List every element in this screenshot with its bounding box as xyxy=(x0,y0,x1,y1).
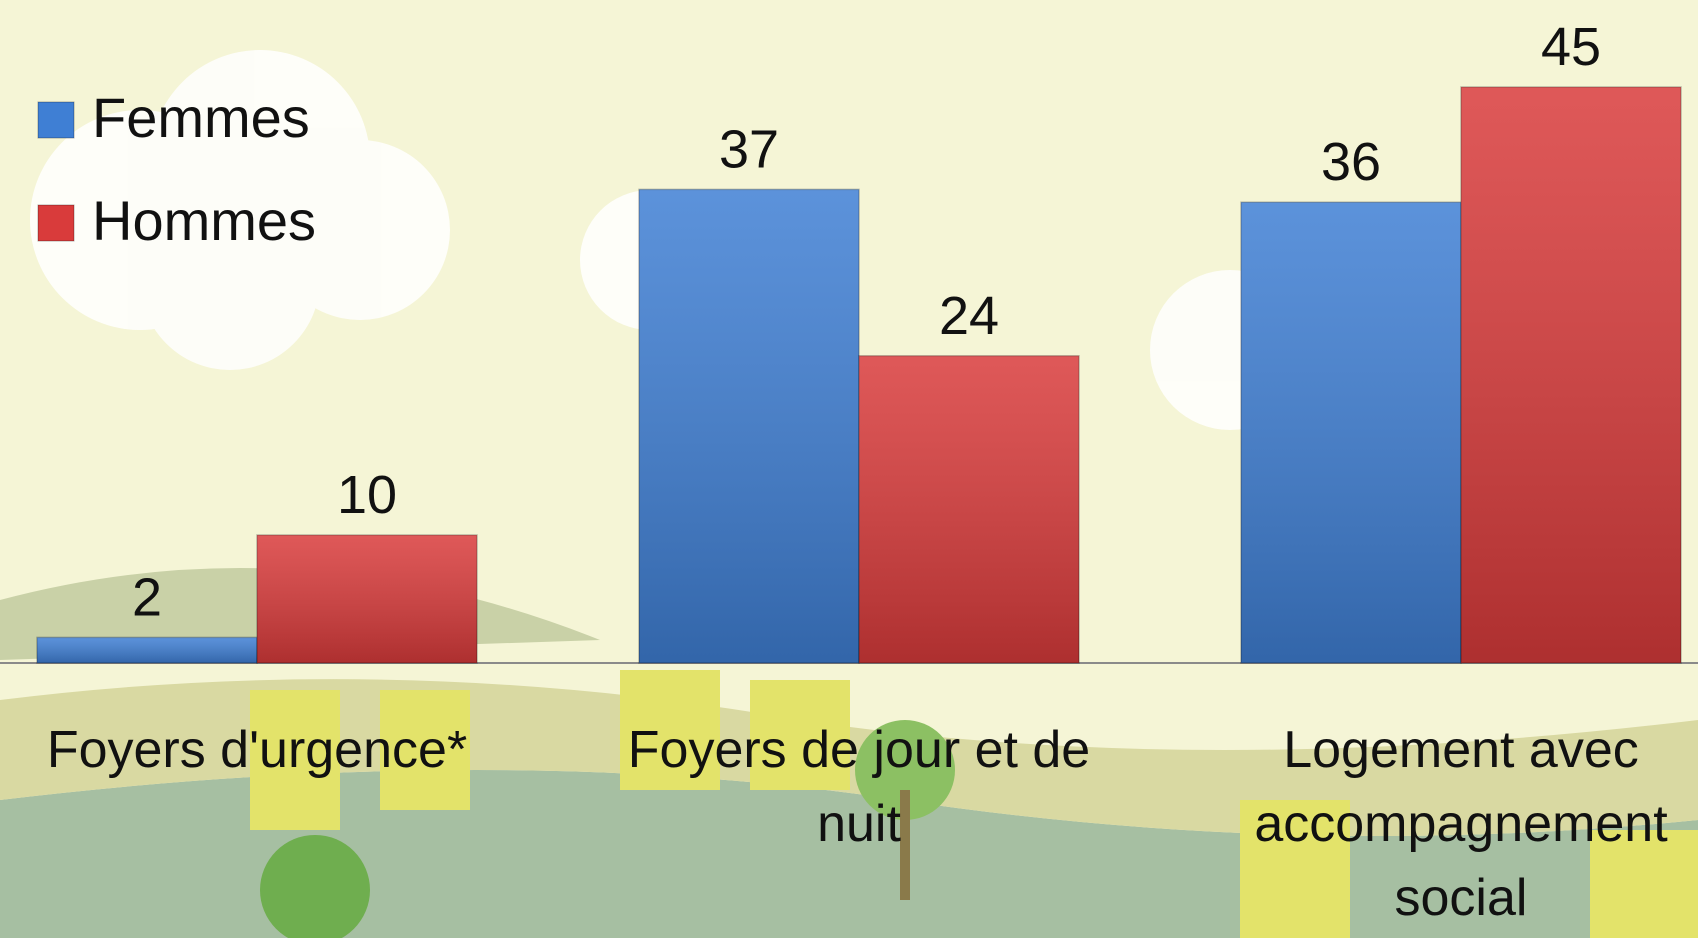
data-label: 37 xyxy=(719,119,779,179)
x-tick-label: Foyers d'urgence* xyxy=(46,721,468,779)
legend-swatch xyxy=(37,101,75,139)
legend-label: Femmes xyxy=(92,86,310,149)
bar xyxy=(1240,201,1462,664)
data-label: 36 xyxy=(1321,132,1381,192)
data-label: 24 xyxy=(939,286,999,346)
bar xyxy=(256,534,478,664)
data-label: 2 xyxy=(132,567,162,627)
bar xyxy=(858,355,1080,664)
x-tick-label: Foyers de jour et de nuit xyxy=(627,721,1091,853)
bar xyxy=(1460,86,1682,664)
bar xyxy=(36,636,258,664)
legend-label: Hommes xyxy=(92,189,316,252)
x-tick-label: Logement avec accompagnement social xyxy=(1254,721,1668,927)
bar xyxy=(638,188,860,664)
legend-swatch xyxy=(37,204,75,242)
data-label: 45 xyxy=(1541,17,1601,77)
data-label: 10 xyxy=(337,465,397,525)
